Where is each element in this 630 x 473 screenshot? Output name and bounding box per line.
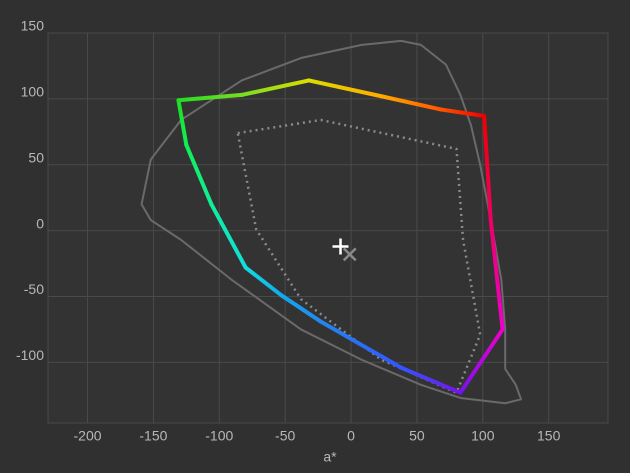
x-tick-label: -200	[74, 428, 102, 444]
y-tick-label: -100	[16, 347, 44, 363]
gamut-edge	[176, 92, 244, 103]
gamut-edge	[438, 107, 487, 119]
y-tick-label: 150	[21, 18, 45, 34]
x-tick-label: -50	[275, 428, 295, 444]
gamut-edge	[176, 98, 189, 147]
y-tick-label: -50	[24, 281, 44, 297]
gamut-dotted	[236, 118, 482, 394]
y-tick-label: 50	[28, 149, 44, 165]
y-tick-label: 0	[36, 215, 44, 231]
x-tick-label: 0	[347, 428, 355, 444]
gamut-edge	[482, 114, 493, 223]
plot-area	[47, 32, 609, 424]
gamut-outline	[140, 39, 523, 405]
gamut-edge	[184, 142, 214, 207]
gamut-edge	[239, 78, 311, 97]
x-tick-label: -100	[205, 428, 233, 444]
x-tick-label: 150	[537, 428, 561, 444]
gamut-edge	[399, 365, 463, 395]
gamut-edge	[306, 78, 384, 99]
gamut-edge	[488, 218, 505, 332]
y-tick-label: 100	[21, 84, 45, 100]
marker	[332, 238, 349, 255]
marker	[342, 247, 357, 262]
x-tick-label: 50	[409, 428, 425, 444]
gamut-edge	[243, 265, 284, 298]
gamut-edge	[209, 202, 248, 270]
gamut-edge	[279, 293, 323, 324]
gamut-edge	[458, 327, 505, 395]
x-tick-label: 100	[471, 428, 495, 444]
x-axis-label: a*	[323, 449, 337, 465]
gamut-edge	[379, 94, 443, 112]
x-tick-label: -150	[139, 428, 167, 444]
gamut-edge	[318, 319, 404, 370]
